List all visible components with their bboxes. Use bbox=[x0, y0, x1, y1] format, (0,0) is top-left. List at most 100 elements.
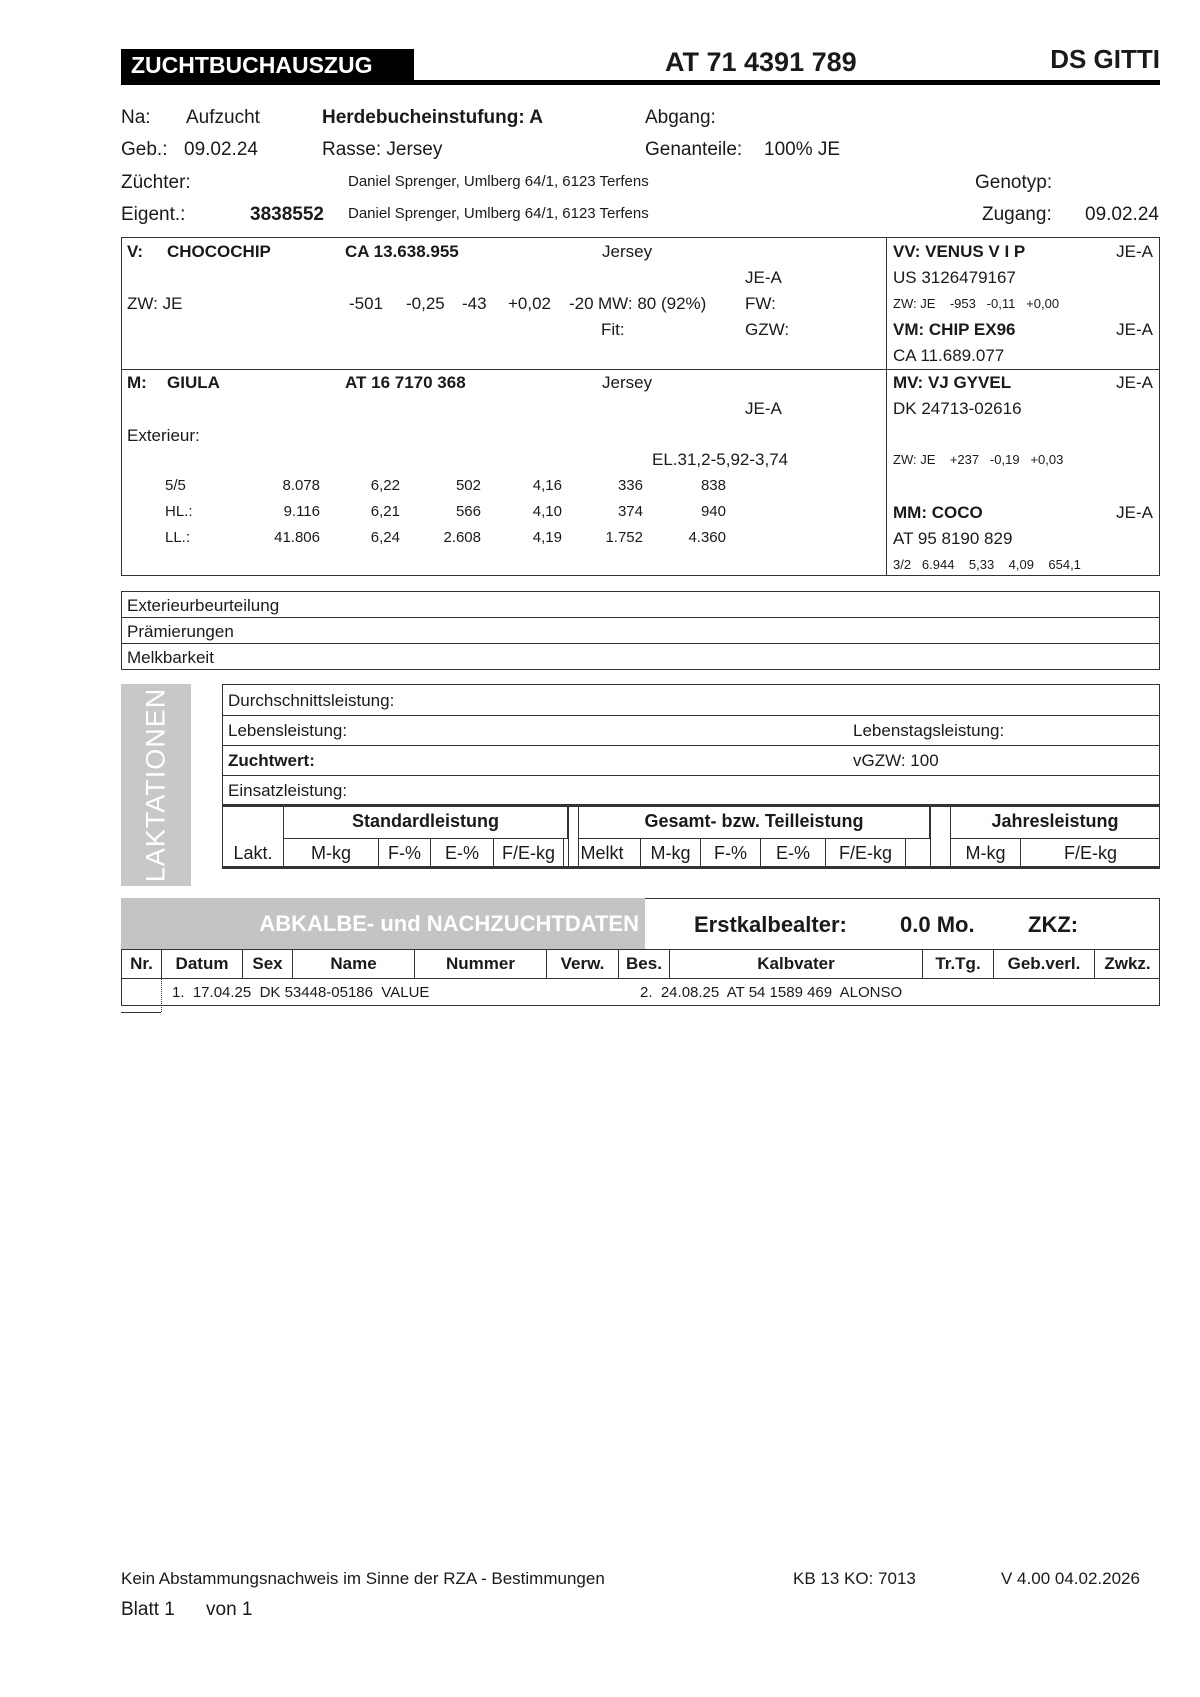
divider bbox=[886, 237, 887, 576]
birth-date: 09.02.24 bbox=[184, 139, 258, 160]
sire-gzw: GZW: bbox=[745, 320, 790, 339]
vv-zw: ZW: JE -953 -0,11 +0,00 bbox=[893, 296, 1060, 311]
genanteile-value: 100% JE bbox=[764, 139, 841, 160]
owner-address: Daniel Sprenger, Umlberg 64/1, 6123 Terf… bbox=[348, 205, 649, 222]
sire-label: V: bbox=[127, 242, 144, 261]
lakt-column-header: F/E-kg bbox=[825, 838, 905, 868]
divider bbox=[121, 369, 1160, 370]
dam-row-value: 374 bbox=[617, 503, 643, 520]
abkalbe-column-header: Bes. bbox=[618, 949, 669, 978]
genotyp-label: Genotyp: bbox=[975, 172, 1053, 193]
herdbook-grade: Herdebucheinstufung: A bbox=[322, 107, 543, 128]
sire-fw: FW: bbox=[745, 294, 776, 313]
lakt-column-header: F-% bbox=[378, 838, 430, 868]
sire-zw-value: -43 bbox=[462, 294, 487, 313]
abkalbe-column-header: Verw. bbox=[546, 949, 618, 978]
lakt-column-header: F-% bbox=[700, 838, 760, 868]
dam-row-value: 566 bbox=[455, 503, 481, 520]
owner-number: 3838552 bbox=[250, 204, 324, 225]
vv-grade: JE-A bbox=[1116, 242, 1153, 261]
laktationen-label: LAKTATIONEN bbox=[140, 687, 171, 883]
sire-mw: MW: 80 (92%) bbox=[598, 294, 707, 313]
document-title: ZUCHTBUCHAUSZUG bbox=[121, 49, 414, 82]
divider bbox=[930, 805, 931, 868]
dam-row-value: 8.078 bbox=[282, 477, 320, 494]
footer-version: V 4.00 04.02.2026 bbox=[1001, 1569, 1140, 1588]
lebenstagsleistung-label: Lebenstagsleistung: bbox=[853, 721, 1005, 740]
dam-breed: Jersey bbox=[602, 373, 653, 392]
laktationen-side-label: LAKTATIONEN bbox=[121, 684, 191, 886]
footer-kb: KB 13 KO: 7013 bbox=[793, 1569, 916, 1588]
dam-row-value: 502 bbox=[455, 477, 481, 494]
dam-row-value: 838 bbox=[700, 477, 726, 494]
sire-zw-value: -20 bbox=[569, 294, 594, 313]
dam-row-label: LL.: bbox=[165, 529, 191, 546]
pedigree-box bbox=[121, 237, 1160, 576]
dam-row-value: 1.752 bbox=[605, 529, 643, 546]
sire-number: CA 13.638.955 bbox=[345, 242, 459, 261]
dam-row-value: 4.360 bbox=[688, 529, 726, 546]
dam-grade: JE-A bbox=[745, 399, 782, 418]
abkalbe-column-header: Nr. bbox=[121, 949, 161, 978]
zugang-label: Zugang: bbox=[982, 204, 1052, 225]
calving-entry: 2. 24.08.25 AT 54 1589 469 ALONSO bbox=[640, 984, 903, 1001]
lakt-column-header: Lakt. bbox=[222, 838, 283, 868]
dam-label: M: bbox=[127, 373, 147, 392]
sire-breed: Jersey bbox=[602, 242, 653, 261]
mv-grade: JE-A bbox=[1116, 373, 1153, 392]
genanteile-label: Genanteile: bbox=[645, 139, 743, 160]
zuchtwert-label: Zuchtwert: bbox=[228, 751, 315, 770]
zuechter-label: Züchter: bbox=[121, 172, 191, 193]
lakt-column-header: E-% bbox=[760, 838, 825, 868]
lakt-column-header: E-% bbox=[430, 838, 493, 868]
dam-row-value: 940 bbox=[700, 503, 726, 520]
sire-zw-value: -501 bbox=[349, 294, 384, 313]
dam-el: EL.31,2-5,92-3,74 bbox=[652, 450, 789, 469]
sire-zw-value: -0,25 bbox=[406, 294, 445, 313]
dam-row-value: 4,19 bbox=[532, 529, 562, 546]
vm-number: CA 11.689.077 bbox=[893, 346, 1005, 365]
abkalbe-title: ABKALBE- und NACHZUCHTDATEN bbox=[121, 898, 645, 949]
lakt-column-header: Melkt bbox=[563, 838, 640, 868]
vm-grade: JE-A bbox=[1116, 320, 1153, 339]
zugang-date: 09.02.24 bbox=[1085, 204, 1159, 225]
erstkalbealter-value: 0.0 Mo. bbox=[900, 912, 975, 937]
dam-row-value: 4,16 bbox=[532, 477, 562, 494]
lakt-group-header: Standardleistung bbox=[283, 805, 568, 839]
divider bbox=[950, 805, 951, 868]
divider bbox=[283, 805, 284, 868]
divider bbox=[121, 643, 1160, 644]
calving-entry: 1. 17.04.25 DK 53448-05186 VALUE bbox=[172, 984, 430, 1001]
lebensleistung-label: Lebensleistung: bbox=[228, 721, 348, 740]
sections-box bbox=[121, 591, 1160, 670]
breeder-address: Daniel Sprenger, Umlberg 64/1, 6123 Terf… bbox=[348, 173, 649, 190]
lakt-group-header: Gesamt- bzw. Teilleistung bbox=[578, 805, 930, 839]
abkalbe-column-header: Geb.verl. bbox=[993, 949, 1094, 978]
mm-performance: 3/2 6.944 5,33 4,09 654,1 bbox=[893, 557, 1081, 572]
mm-name: MM: COCO bbox=[893, 503, 983, 522]
exterieur-label: Exterieur: bbox=[127, 426, 200, 445]
abgang-label: Abgang: bbox=[645, 107, 716, 128]
dam-row-value: 6,22 bbox=[370, 477, 400, 494]
lakt-column-header: F/E-kg bbox=[493, 838, 563, 868]
vgzw-value: vGZW: 100 bbox=[853, 751, 939, 770]
lakt-group-header: Jahresleistung bbox=[950, 805, 1160, 839]
lakt-column-header bbox=[905, 838, 950, 868]
section-exterieurbeurteilung: Exterieurbeurteilung bbox=[127, 596, 280, 615]
dam-number: AT 16 7170 368 bbox=[345, 373, 466, 392]
sire-grade: JE-A bbox=[745, 268, 782, 287]
header-rule bbox=[121, 80, 1160, 85]
lakt-column-header: F/E-kg bbox=[1020, 838, 1160, 868]
lakt-column-header: M-kg bbox=[640, 838, 700, 868]
dam-row-value: 336 bbox=[617, 477, 643, 494]
abkalbe-column-header: Kalbvater bbox=[669, 949, 922, 978]
zkz-label: ZKZ: bbox=[1028, 912, 1079, 937]
mm-number: AT 95 8190 829 bbox=[893, 529, 1013, 548]
ear-tag-number: AT 71 4391 789 bbox=[665, 47, 857, 77]
dam-row-label: HL.: bbox=[165, 503, 193, 520]
dam-row-value: 4,10 bbox=[532, 503, 562, 520]
abkalbe-column-header: Nummer bbox=[414, 949, 546, 978]
abkalbe-column-header: Name bbox=[292, 949, 414, 978]
durchschnittsleistung-label: Durchschnittsleistung: bbox=[228, 691, 395, 710]
erstkalbealter-label: Erstkalbealter: bbox=[694, 912, 847, 937]
